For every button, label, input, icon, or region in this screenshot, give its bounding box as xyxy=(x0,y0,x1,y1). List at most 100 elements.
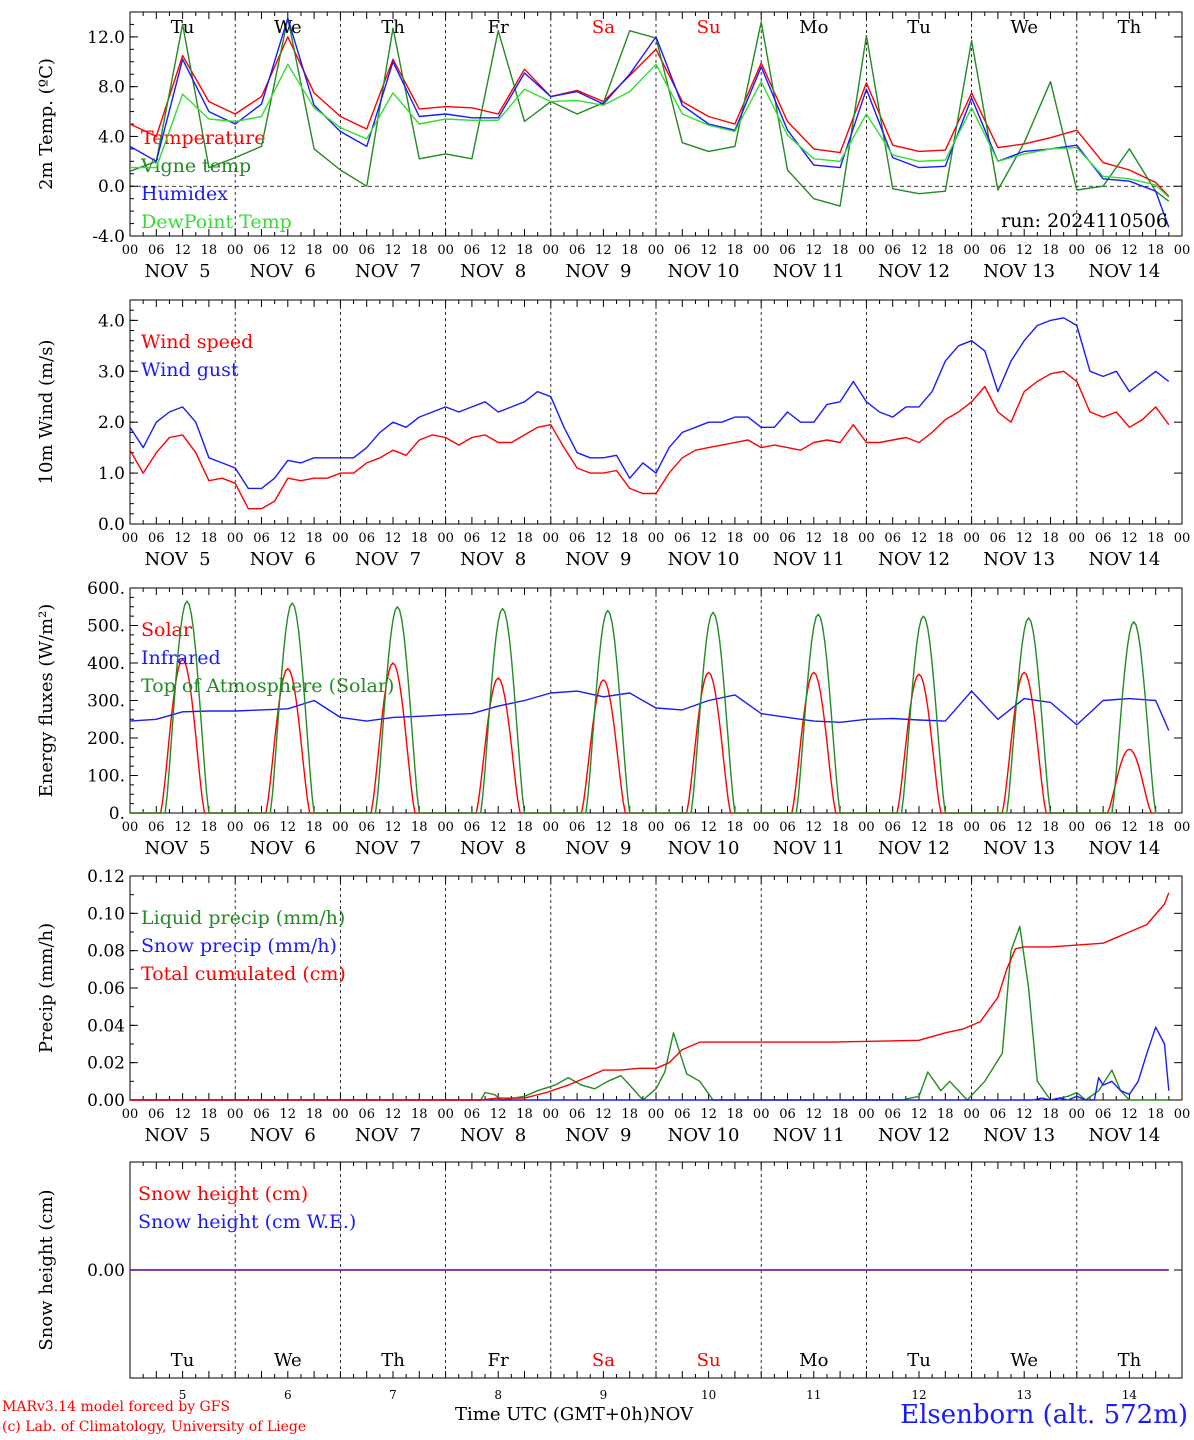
y-tick-label: 400. xyxy=(87,654,125,674)
weekday-top-label: Mo xyxy=(799,17,828,38)
legend-temperature-2: Humidex xyxy=(141,183,228,205)
x-hour-label: 00 xyxy=(332,820,349,835)
x-axis-title-text: Time UTC (GMT+0h) xyxy=(455,1404,650,1425)
x-hour-label: 12 xyxy=(911,243,928,258)
x-hour-label: 12 xyxy=(1016,820,1033,835)
x-hour-label: 00 xyxy=(1174,531,1191,546)
x-hour-label: 18 xyxy=(516,243,533,258)
x-date-label: NOV 8 xyxy=(460,1125,526,1146)
y-tick-label: 0.00 xyxy=(87,1091,125,1111)
x-hour-label: 12 xyxy=(700,531,717,546)
series-line-temperature-2 xyxy=(129,17,1170,228)
day-number-label: 6 xyxy=(284,1388,292,1402)
x-date-label: NOV 11 xyxy=(773,1125,845,1146)
x-hour-label: 00 xyxy=(858,243,875,258)
y-axis-label-temperature: 2m Temp. (ºC) xyxy=(36,58,57,190)
x-hour-label: 18 xyxy=(516,531,533,546)
x-date-label: NOV 14 xyxy=(1088,1125,1160,1146)
x-date-label: NOV 6 xyxy=(250,549,316,570)
x-hour-label: 00 xyxy=(648,1107,665,1122)
x-date-label: NOV 8 xyxy=(460,838,526,859)
x-hour-label: 00 xyxy=(963,1107,980,1122)
x-hour-label: 00 xyxy=(1174,243,1191,258)
x-hour-label: 12 xyxy=(174,820,191,835)
x-hour-label: 06 xyxy=(674,1107,691,1122)
x-hour-label: 12 xyxy=(385,1107,402,1122)
x-hour-label: 06 xyxy=(674,243,691,258)
x-hour-label: 06 xyxy=(253,820,270,835)
x-hour-label: 18 xyxy=(832,531,849,546)
x-hour-label: 18 xyxy=(727,820,744,835)
day-number-label: 8 xyxy=(494,1388,502,1402)
x-hour-label: 06 xyxy=(779,243,796,258)
x-hour-label: 00 xyxy=(227,531,244,546)
x-hour-label: 18 xyxy=(1042,1107,1059,1122)
x-hour-label: 18 xyxy=(201,820,218,835)
x-date-label: NOV 11 xyxy=(773,549,845,570)
x-hour-label: 06 xyxy=(569,531,586,546)
x-hour-label: 12 xyxy=(700,1107,717,1122)
day-number-label: 12 xyxy=(911,1388,926,1402)
y-tick-label: 0.12 xyxy=(87,867,125,887)
x-hour-label: 06 xyxy=(1095,1107,1112,1122)
y-tick-label: 1.0 xyxy=(98,464,125,484)
y-tick-label: 2.0 xyxy=(98,413,125,433)
legend-flux-1: Infrared xyxy=(141,647,221,669)
legend-wind-0: Wind speed xyxy=(141,331,253,353)
x-hour-label: 12 xyxy=(595,243,612,258)
x-hour-label: 12 xyxy=(1016,243,1033,258)
legend-precip-1: Snow precip (mm/h) xyxy=(141,935,337,957)
x-hour-label: 00 xyxy=(437,1107,454,1122)
weekday-top-label: Tu xyxy=(907,17,931,38)
day-number-label: 13 xyxy=(1017,1388,1032,1402)
x-hour-label: 00 xyxy=(332,531,349,546)
series-line-precip-2 xyxy=(130,892,1170,1101)
x-hour-label: 12 xyxy=(806,1107,823,1122)
x-hour-label: 06 xyxy=(779,531,796,546)
x-date-label: NOV 8 xyxy=(460,261,526,282)
y-tick-label: 0.00 xyxy=(87,1261,125,1281)
weekday-top-label: We xyxy=(274,17,302,38)
x-hour-label: 12 xyxy=(1121,531,1138,546)
x-hour-label: 12 xyxy=(806,243,823,258)
model-credit: MARv3.14 model forced by GFS xyxy=(2,1399,231,1415)
x-hour-label: 18 xyxy=(1042,820,1059,835)
y-tick-label: 0.06 xyxy=(87,979,125,999)
x-hour-label: 00 xyxy=(1069,243,1086,258)
x-date-label: NOV 7 xyxy=(355,549,421,570)
x-hour-label: 06 xyxy=(990,820,1007,835)
x-hour-label: 18 xyxy=(516,1107,533,1122)
x-hour-label: 06 xyxy=(253,243,270,258)
x-hour-label: 00 xyxy=(1174,1107,1191,1122)
x-date-label: NOV 7 xyxy=(355,261,421,282)
x-hour-label: 00 xyxy=(753,531,770,546)
weekday-top-label: Th xyxy=(381,17,405,38)
x-hour-label: 06 xyxy=(990,1107,1007,1122)
x-hour-label: 00 xyxy=(543,531,560,546)
x-hour-label: 12 xyxy=(280,531,297,546)
panel-frame-temperature xyxy=(129,11,1183,237)
weekday-bottom-label: Th xyxy=(381,1350,405,1371)
x-hour-label: 12 xyxy=(806,531,823,546)
y-axis-label-snow: Snow height (cm) xyxy=(36,1189,57,1350)
x-hour-label: 12 xyxy=(174,531,191,546)
x-hour-label: 00 xyxy=(437,531,454,546)
x-hour-label: 18 xyxy=(937,1107,954,1122)
x-hour-label: 00 xyxy=(227,1107,244,1122)
x-date-label: NOV 10 xyxy=(668,1125,740,1146)
x-hour-label: 00 xyxy=(122,820,139,835)
x-hour-label: 12 xyxy=(385,531,402,546)
x-hour-label: 00 xyxy=(753,1107,770,1122)
x-date-label: NOV 6 xyxy=(250,838,316,859)
x-date-label: NOV 11 xyxy=(773,838,845,859)
x-hour-label: 00 xyxy=(332,1107,349,1122)
x-hour-label: 00 xyxy=(543,243,560,258)
x-hour-label: 12 xyxy=(1121,820,1138,835)
x-hour-label: 18 xyxy=(1147,243,1164,258)
x-hour-label: 00 xyxy=(858,820,875,835)
x-hour-label: 18 xyxy=(832,820,849,835)
x-hour-label: 18 xyxy=(937,820,954,835)
x-date-label: NOV 9 xyxy=(565,1125,631,1146)
x-axis-month: NOV xyxy=(649,1404,694,1425)
